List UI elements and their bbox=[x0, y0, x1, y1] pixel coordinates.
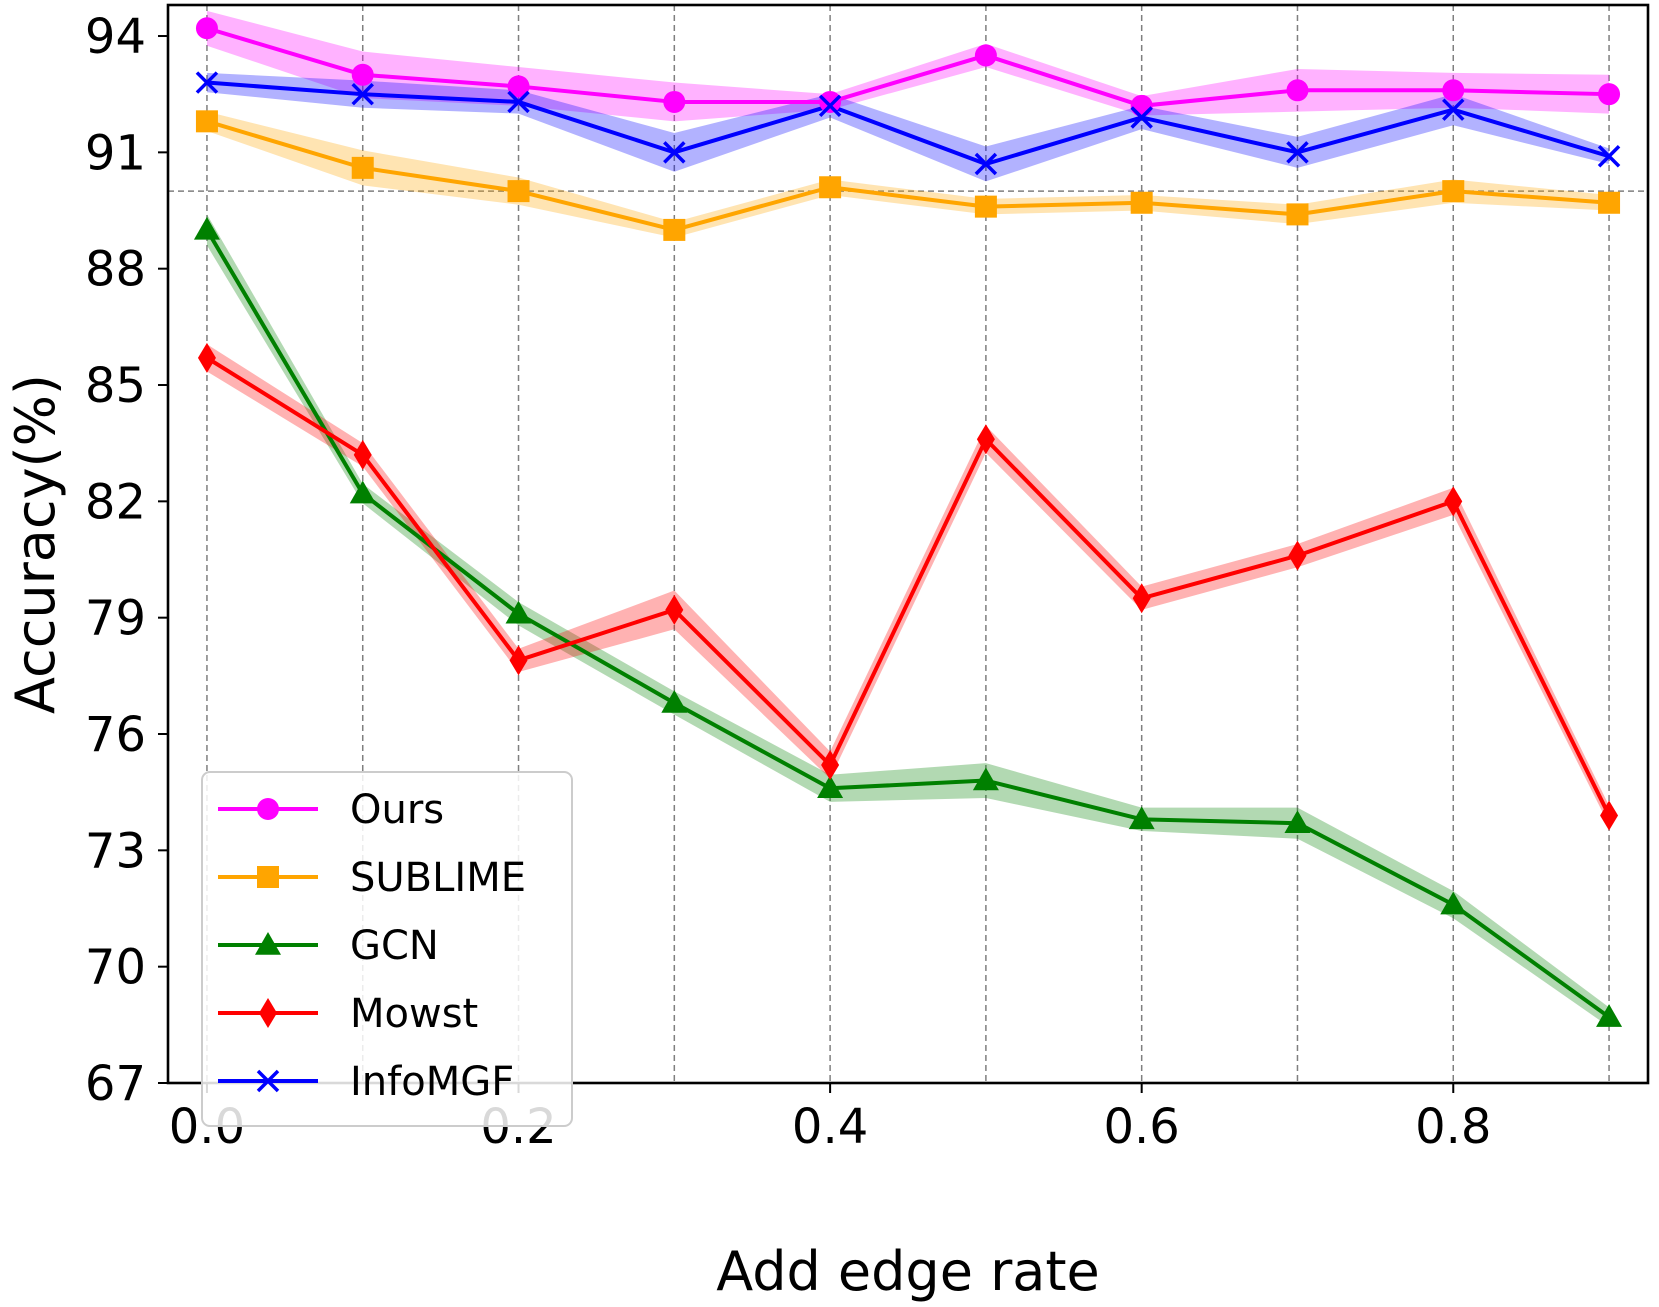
y-tick-label: 67 bbox=[85, 1056, 146, 1112]
plot-frame bbox=[166, 3, 1650, 1085]
y-tick-label: 76 bbox=[85, 707, 146, 763]
point-gcn bbox=[817, 775, 844, 799]
point-gcn bbox=[1284, 810, 1311, 833]
x-axis-title: Add edge rate bbox=[716, 1240, 1100, 1303]
point-infomgf bbox=[1597, 144, 1621, 168]
point-infomgf bbox=[663, 141, 686, 164]
point-gcn bbox=[1128, 806, 1155, 830]
point-infomgf bbox=[507, 90, 530, 114]
point-sublime bbox=[351, 156, 374, 179]
point-infomgf bbox=[818, 94, 842, 118]
grid-layer bbox=[168, 5, 1648, 1083]
legend-marker-sublime bbox=[257, 866, 279, 888]
legend-marker-ours bbox=[257, 798, 279, 820]
point-gcn bbox=[661, 689, 688, 713]
legend-label-infomgf: InfoMGF bbox=[350, 1059, 514, 1105]
point-gcn bbox=[972, 767, 999, 791]
y-tick-label: 82 bbox=[85, 474, 146, 530]
point-mowst bbox=[353, 439, 372, 470]
y-tick-label: 88 bbox=[85, 242, 146, 298]
point-mowst bbox=[1132, 583, 1151, 614]
point-sublime bbox=[819, 176, 842, 199]
series-markers bbox=[193, 17, 1623, 1027]
point-sublime bbox=[1442, 180, 1465, 203]
point-sublime bbox=[507, 180, 530, 203]
point-gcn bbox=[1596, 1004, 1623, 1027]
line-ours bbox=[206, 26, 1610, 108]
y-tick-label: 79 bbox=[85, 591, 146, 647]
point-sublime bbox=[974, 195, 997, 218]
point-ours bbox=[195, 17, 218, 40]
point-ours bbox=[1286, 79, 1309, 102]
y-tick-label: 94 bbox=[85, 9, 146, 65]
legend-label-ours: Ours bbox=[350, 787, 444, 833]
point-ours bbox=[974, 44, 997, 67]
line-mowst bbox=[205, 356, 1611, 817]
series-lines bbox=[205, 26, 1611, 1019]
point-ours bbox=[1598, 83, 1621, 106]
point-sublime bbox=[195, 110, 218, 133]
point-gcn bbox=[1440, 891, 1467, 915]
line-gcn bbox=[205, 228, 1611, 1019]
point-ours bbox=[351, 63, 374, 86]
point-infomgf bbox=[1130, 106, 1153, 129]
point-mowst bbox=[1444, 486, 1463, 517]
y-tick-label: 85 bbox=[85, 358, 146, 414]
legend-marker-mowst bbox=[259, 998, 277, 1028]
band-mowst bbox=[206, 344, 1610, 826]
point-gcn bbox=[505, 600, 532, 624]
band-infomgf bbox=[206, 72, 1610, 182]
point-mowst bbox=[197, 342, 216, 373]
point-mowst bbox=[1600, 800, 1619, 831]
legend-marker-infomgf bbox=[256, 1069, 280, 1093]
point-infomgf bbox=[974, 152, 998, 176]
point-mowst bbox=[509, 645, 528, 676]
point-ours bbox=[507, 75, 530, 98]
point-ours bbox=[1130, 94, 1153, 117]
legend-label-gcn: GCN bbox=[350, 923, 439, 969]
point-infomgf bbox=[1442, 98, 1465, 121]
x-tick-label: 0.4 bbox=[792, 1099, 868, 1155]
point-infomgf bbox=[351, 82, 374, 106]
point-sublime bbox=[1286, 203, 1309, 226]
y-tick-label: 73 bbox=[85, 823, 146, 879]
point-gcn bbox=[193, 216, 220, 240]
point-infomgf bbox=[1286, 141, 1309, 164]
point-ours bbox=[819, 90, 842, 113]
legend-label-sublime: SUBLIME bbox=[350, 855, 526, 901]
point-mowst bbox=[821, 750, 840, 781]
point-sublime bbox=[663, 218, 686, 241]
legend-marker-gcn bbox=[255, 932, 281, 955]
legend-box bbox=[201, 771, 573, 1127]
point-ours bbox=[663, 90, 686, 113]
band-sublime bbox=[206, 111, 1610, 238]
point-mowst bbox=[976, 424, 995, 455]
y-tick-label: 91 bbox=[85, 125, 146, 181]
y-tick-label: 70 bbox=[85, 940, 146, 996]
line-infomgf bbox=[206, 80, 1610, 166]
x-tick-label: 0.6 bbox=[1104, 1099, 1180, 1155]
legend-label-mowst: Mowst bbox=[350, 991, 478, 1037]
point-gcn bbox=[349, 480, 376, 504]
legend: Ours SUBLIME GCN Mowst InfoMGF bbox=[201, 771, 573, 1127]
point-sublime bbox=[1598, 191, 1621, 214]
point-mowst bbox=[1288, 540, 1307, 571]
point-sublime bbox=[1130, 191, 1153, 214]
y-axis-title: Accuracy(%) bbox=[4, 374, 67, 714]
point-infomgf bbox=[195, 71, 219, 94]
x-tick-label: 0.8 bbox=[1415, 1099, 1491, 1155]
point-ours bbox=[1442, 79, 1465, 102]
point-mowst bbox=[665, 594, 684, 625]
line-sublime bbox=[206, 119, 1610, 232]
